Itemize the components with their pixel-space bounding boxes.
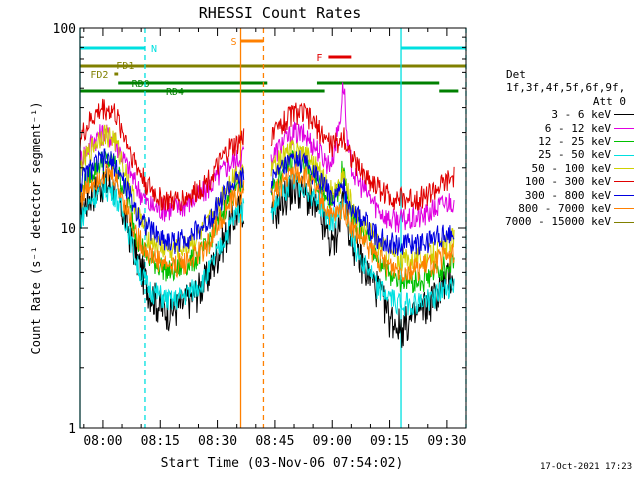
legend-swatch [614, 221, 634, 223]
legend-swatch [614, 194, 634, 196]
legend-label: 50 - 100 keV [531, 161, 611, 175]
series-line [270, 102, 455, 211]
series-line [270, 150, 455, 256]
flag-label: F [316, 53, 322, 64]
legend-entry: 300 - 800 keV [486, 189, 634, 202]
legend-label: 300 - 800 keV [524, 188, 611, 202]
chart-title: RHESSI Count Rates [199, 4, 362, 22]
legend-swatch [614, 208, 634, 210]
series-line [79, 148, 245, 255]
legend-entry: 100 - 300 keV [486, 175, 634, 188]
legend-entry: 12 - 25 keV [486, 135, 634, 148]
legend-entry: 6 - 12 keV [486, 122, 634, 135]
y-axis-label: Count Rate (s⁻¹ detector segment⁻¹) [29, 102, 43, 355]
legend-entry: 3 - 6 keV [486, 108, 634, 121]
x-tick-label: 09:00 [313, 434, 352, 449]
series-line [79, 98, 245, 212]
legend-swatch [614, 127, 634, 129]
y-tick-label: 10 [60, 222, 76, 237]
x-tick-label: 08:30 [198, 434, 237, 449]
legend-entry: 7000 - 15000 keV [486, 215, 634, 228]
x-tick-label: 08:45 [255, 434, 294, 449]
x-tick-label: 08:00 [83, 434, 122, 449]
legend-label: 100 - 300 keV [524, 175, 611, 189]
flag-bars: N S F FD1 FD2 RD0 RD4 [80, 37, 466, 98]
legend-swatch [614, 114, 634, 116]
x-tick-label: 09:15 [370, 434, 409, 449]
legend-entry: 50 - 100 keV [486, 162, 634, 175]
flag-label: S [230, 37, 236, 48]
legend-label: 25 - 50 keV [538, 148, 611, 162]
flag-label: FD2 [90, 70, 108, 81]
flag-label: RD0 [132, 79, 150, 90]
series-line [79, 162, 245, 279]
x-axis-ticks: 08:00 08:15 08:30 08:45 09:00 09:15 09:30 [83, 28, 467, 449]
flag-label: N [151, 44, 157, 55]
timestamp: 17-Oct-2021 17:23 [540, 462, 633, 472]
series-line [270, 163, 455, 282]
legend-label: 7000 - 15000 keV [505, 215, 611, 229]
legend-label: 3 - 6 keV [551, 108, 611, 122]
flag-label: RD4 [166, 87, 184, 98]
legend-swatch [614, 141, 634, 143]
series-line [79, 177, 245, 311]
legend-swatch [614, 154, 634, 156]
legend: Det 1f,3f,4f,5f,6f,9f, Att 0 3 - 6 keV 6 … [486, 68, 634, 229]
x-tick-label: 08:15 [141, 434, 180, 449]
series-line [270, 172, 455, 317]
y-tick-label: 100 [53, 22, 76, 37]
series-lines [79, 82, 455, 348]
legend-swatch [614, 181, 634, 183]
legend-entry: 25 - 50 keV [486, 148, 634, 161]
flag-label: FD1 [116, 61, 134, 72]
x-tick-label: 09:30 [427, 434, 466, 449]
legend-attenuator: Att 0 [592, 94, 626, 108]
legend-entry: 800 - 7000 keV [486, 202, 634, 215]
legend-label: 12 - 25 keV [538, 135, 611, 148]
legend-swatch [614, 167, 634, 169]
legend-label: 6 - 12 keV [544, 121, 611, 135]
legend-label: 800 - 7000 keV [518, 201, 611, 215]
x-axis-label: Start Time (03-Nov-06 07:54:02) [161, 456, 404, 471]
y-tick-label: 1 [68, 422, 76, 437]
legend-detectors: Det 1f,3f,4f,5f,6f,9f, [506, 68, 626, 95]
